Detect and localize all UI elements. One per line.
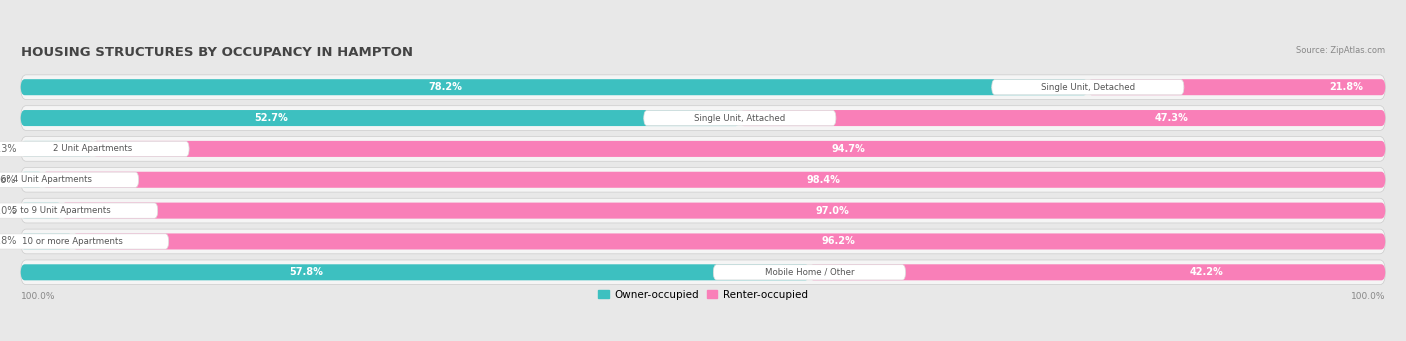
Text: 2 Unit Apartments: 2 Unit Apartments [53,144,132,153]
FancyBboxPatch shape [73,234,1385,250]
FancyBboxPatch shape [21,141,93,157]
FancyBboxPatch shape [21,198,1385,223]
Text: Mobile Home / Other: Mobile Home / Other [765,268,855,277]
Text: 3 or 4 Unit Apartments: 3 or 4 Unit Apartments [0,175,91,184]
Text: 78.2%: 78.2% [427,82,463,92]
FancyBboxPatch shape [21,172,42,188]
Text: 42.2%: 42.2% [1189,267,1223,277]
Legend: Owner-occupied, Renter-occupied: Owner-occupied, Renter-occupied [599,290,807,300]
FancyBboxPatch shape [0,141,188,157]
Text: 47.3%: 47.3% [1154,113,1188,123]
Text: 21.8%: 21.8% [1329,82,1362,92]
FancyBboxPatch shape [21,234,73,250]
Text: Single Unit, Detached: Single Unit, Detached [1040,83,1135,92]
Text: 98.4%: 98.4% [806,175,841,185]
FancyBboxPatch shape [740,110,1385,126]
Text: 5.3%: 5.3% [0,144,17,154]
Text: 96.2%: 96.2% [821,236,855,247]
FancyBboxPatch shape [644,110,837,126]
FancyBboxPatch shape [21,167,1385,192]
Text: 10 or more Apartments: 10 or more Apartments [22,237,122,246]
Text: 97.0%: 97.0% [815,206,849,216]
Text: 100.0%: 100.0% [1351,292,1385,301]
Text: 52.7%: 52.7% [254,113,288,123]
Text: 100.0%: 100.0% [21,292,55,301]
FancyBboxPatch shape [21,106,1385,130]
FancyBboxPatch shape [21,79,1088,95]
FancyBboxPatch shape [810,264,1385,280]
Text: 1.6%: 1.6% [0,175,17,185]
FancyBboxPatch shape [21,229,1385,254]
FancyBboxPatch shape [21,203,62,219]
Text: 57.8%: 57.8% [288,267,323,277]
FancyBboxPatch shape [21,260,1385,285]
FancyBboxPatch shape [21,264,810,280]
FancyBboxPatch shape [1088,79,1385,95]
Text: HOUSING STRUCTURES BY OCCUPANCY IN HAMPTON: HOUSING STRUCTURES BY OCCUPANCY IN HAMPT… [21,46,413,59]
Text: 3.8%: 3.8% [0,236,17,247]
FancyBboxPatch shape [991,79,1184,95]
FancyBboxPatch shape [0,203,157,218]
FancyBboxPatch shape [21,110,740,126]
FancyBboxPatch shape [0,172,139,187]
Text: 3.0%: 3.0% [0,206,17,216]
FancyBboxPatch shape [21,75,1385,100]
Text: 94.7%: 94.7% [831,144,865,154]
FancyBboxPatch shape [62,203,1385,219]
FancyBboxPatch shape [21,136,1385,161]
Text: 5 to 9 Unit Apartments: 5 to 9 Unit Apartments [13,206,111,215]
FancyBboxPatch shape [93,141,1385,157]
Text: Single Unit, Attached: Single Unit, Attached [695,114,786,122]
FancyBboxPatch shape [713,265,905,280]
FancyBboxPatch shape [42,172,1385,188]
Text: Source: ZipAtlas.com: Source: ZipAtlas.com [1296,46,1385,55]
FancyBboxPatch shape [0,234,169,249]
